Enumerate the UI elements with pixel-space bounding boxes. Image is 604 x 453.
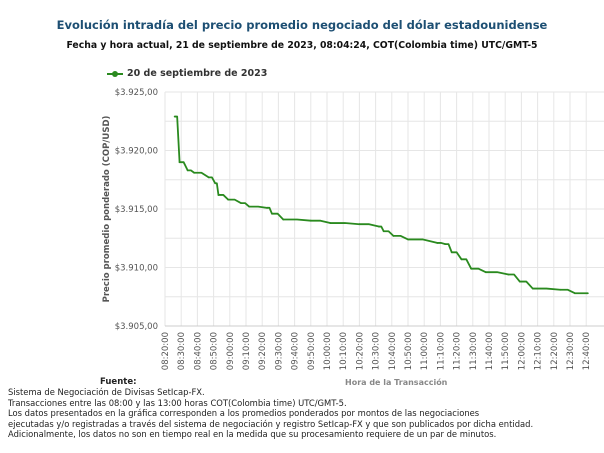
data-point: [240, 202, 243, 205]
x-tick-label: 09:30:00: [274, 332, 284, 370]
x-tick-label: 10:40:00: [388, 332, 398, 370]
x-axis-label: Hora de la Transacción: [345, 378, 448, 387]
x-tick-label: 12:10:00: [534, 332, 544, 370]
source-heading-block: Fuente:: [100, 376, 600, 388]
chart-title: Evolución intradía del precio promedio n…: [56, 18, 548, 32]
data-point: [329, 222, 332, 224]
data-point: [392, 235, 395, 237]
x-tick-label: 08:50:00: [210, 332, 220, 370]
x-tick-label: 11:20:00: [453, 332, 463, 370]
data-point: [227, 198, 230, 201]
x-tick-label: 11:00:00: [420, 332, 430, 370]
data-point: [193, 171, 196, 174]
data-point: [470, 267, 473, 270]
line-chart: 08:20:00 08:30:00 08:40:00 08:50:00 09:00:00…: [102, 88, 604, 370]
x-tick-label: 11:30:00: [469, 332, 479, 370]
data-point: [518, 280, 521, 283]
legend-label: 20 de septiembre de 2023: [127, 68, 268, 79]
x-tick-label: 11:40:00: [485, 332, 495, 370]
data-point: [217, 194, 220, 196]
source-heading: Fuente:: [100, 377, 137, 387]
chart-container: 08:20:00 08:30:00 08:40:00 08:50:00 09:00:00…: [0, 10, 604, 450]
x-tick-label: 09:50:00: [307, 332, 317, 370]
x-tick-label: 08:40:00: [193, 332, 203, 370]
data-point: [248, 205, 251, 208]
x-tick-label: 09:20:00: [258, 332, 268, 370]
data-point: [382, 230, 385, 233]
y-tick-label: $3.925,00: [115, 88, 158, 98]
y-tick-label: $3.920,00: [115, 147, 158, 157]
source-line: Adicionalmente, los datos no son en tiem…: [8, 429, 497, 440]
data-point: [436, 242, 439, 244]
x-tick-label: 08:30:00: [177, 332, 187, 370]
x-tick-label: 10:30:00: [372, 332, 382, 370]
data-point: [377, 225, 380, 228]
x-tick-label: 10:10:00: [339, 332, 349, 370]
data-point: [309, 219, 312, 222]
x-tick-label: 12:40:00: [582, 332, 592, 370]
data-point: [444, 243, 447, 246]
source-line: Los datos presentados en la gráfica corr…: [8, 408, 480, 419]
data-point: [586, 292, 589, 295]
source-line: ejecutadas y/o registradas a través del …: [8, 418, 534, 429]
series-line: [174, 115, 588, 295]
x-tick-label: 09:40:00: [291, 332, 301, 370]
x-tick-label: 11:10:00: [436, 332, 446, 370]
data-point: [573, 292, 576, 295]
data-point: [271, 212, 273, 215]
x-tick-label: 12:20:00: [550, 332, 560, 370]
data-point: [407, 238, 409, 241]
data-point: [186, 169, 189, 172]
x-tick-label: 09:00:00: [226, 332, 236, 370]
data-point: [358, 223, 361, 226]
x-tick-label: 11:50:00: [501, 332, 511, 370]
x-tick-label: 10:20:00: [355, 332, 365, 370]
data-point: [559, 288, 562, 291]
data-point: [207, 176, 210, 179]
x-tick-label: 10:00:00: [323, 332, 333, 370]
y-tick-label: $3.915,00: [115, 205, 158, 215]
y-tick-label: $3.905,00: [115, 322, 158, 332]
data-point: [507, 273, 510, 276]
data-point: [173, 115, 176, 118]
x-tick-label: 12:30:00: [566, 332, 576, 370]
data-point: [282, 218, 285, 221]
data-point: [531, 287, 534, 290]
data-point: [178, 161, 181, 164]
y-axis-label: Precio promedio ponderado (COP/USD): [102, 116, 112, 303]
y-tick-label: $3.910,00: [115, 264, 158, 274]
legend-item[interactable]: 20 de septiembre de 2023: [107, 68, 267, 79]
data-point: [266, 206, 268, 209]
x-tick-label: 08:20:00: [161, 332, 171, 370]
chart-subtitle: Fecha y hora actual, 21 de septiembre de…: [66, 40, 538, 51]
data-point: [460, 258, 463, 261]
source-note: Sistema de Negociación de Divisas SetIca…: [8, 387, 600, 440]
x-tick-label: 12:00:00: [517, 332, 527, 370]
source-line: Sistema de Negociación de Divisas SetIca…: [8, 387, 205, 397]
x-tick-label: 10:50:00: [404, 332, 414, 370]
data-point: [214, 182, 217, 185]
source-line: Transacciones entre las 08:00 y las 13:0…: [8, 397, 347, 408]
data-point: [484, 271, 487, 274]
x-tick-label: 09:10:00: [242, 332, 252, 370]
data-point: [450, 251, 453, 254]
legend-marker-icon: [107, 70, 123, 77]
